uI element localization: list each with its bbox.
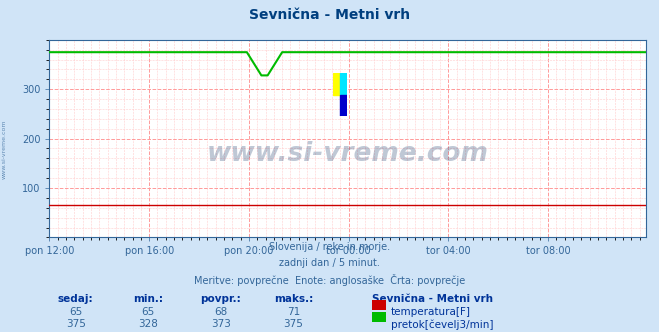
Text: Sevnična - Metni vrh: Sevnična - Metni vrh — [372, 294, 494, 304]
Text: 65: 65 — [69, 307, 82, 317]
Text: maks.:: maks.: — [273, 294, 313, 304]
Text: temperatura[F]: temperatura[F] — [391, 307, 471, 317]
Bar — [333, 73, 340, 95]
Text: povpr.:: povpr.: — [200, 294, 241, 304]
Text: sedaj:: sedaj: — [58, 294, 94, 304]
Text: www.si-vreme.com: www.si-vreme.com — [2, 120, 7, 179]
Bar — [340, 95, 347, 116]
Text: zadnji dan / 5 minut.: zadnji dan / 5 minut. — [279, 258, 380, 268]
Text: Slovenija / reke in morje.: Slovenija / reke in morje. — [269, 242, 390, 252]
Text: 71: 71 — [287, 307, 300, 317]
Text: 373: 373 — [211, 319, 231, 329]
Text: 68: 68 — [214, 307, 227, 317]
Bar — [340, 73, 347, 95]
Text: www.si-vreme.com: www.si-vreme.com — [207, 141, 488, 167]
Text: 65: 65 — [142, 307, 155, 317]
Text: 375: 375 — [66, 319, 86, 329]
Text: pretok[čevelj3/min]: pretok[čevelj3/min] — [391, 319, 494, 330]
Text: 328: 328 — [138, 319, 158, 329]
Text: Meritve: povprečne  Enote: anglosaške  Črta: povprečje: Meritve: povprečne Enote: anglosaške Črt… — [194, 274, 465, 286]
Text: min.:: min.: — [133, 294, 163, 304]
Text: Sevnična - Metni vrh: Sevnična - Metni vrh — [249, 8, 410, 22]
Text: 375: 375 — [283, 319, 303, 329]
